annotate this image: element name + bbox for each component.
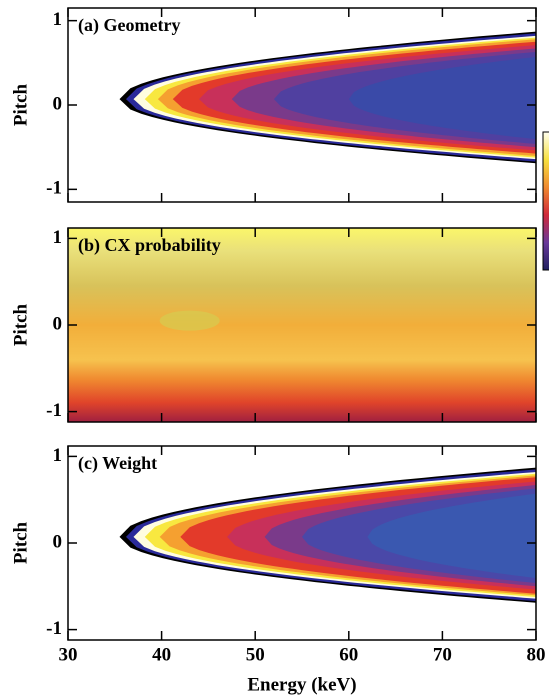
x-axis-label: Energy (keV) bbox=[247, 674, 356, 695]
y-tick-label: 1 bbox=[53, 9, 63, 30]
y-tick-label: -1 bbox=[46, 618, 62, 639]
contour-region bbox=[159, 310, 220, 331]
x-tick-label: 30 bbox=[59, 644, 78, 665]
x-tick-label: 40 bbox=[152, 644, 171, 665]
contour-level bbox=[367, 493, 536, 579]
x-tick-label: 80 bbox=[527, 644, 546, 665]
y-tick-label: -1 bbox=[46, 178, 62, 199]
y-tick-label: 0 bbox=[53, 93, 63, 114]
x-tick-label: 70 bbox=[433, 644, 452, 665]
y-tick-label: 1 bbox=[53, 445, 63, 466]
y-tick-label: 0 bbox=[53, 531, 63, 552]
contour-level bbox=[348, 56, 536, 140]
panel-title: (a) Geometry bbox=[78, 15, 180, 36]
x-tick-label: 50 bbox=[246, 644, 265, 665]
y-tick-label: 1 bbox=[53, 227, 63, 248]
y-axis-label: Pitch bbox=[10, 83, 31, 126]
panel-title: (b) CX probability bbox=[78, 235, 221, 256]
y-axis-label: Pitch bbox=[10, 303, 31, 346]
y-tick-label: 0 bbox=[53, 313, 63, 334]
y-tick-label: -1 bbox=[46, 400, 62, 421]
contour-fill bbox=[119, 31, 536, 164]
colorbar bbox=[542, 131, 549, 271]
contour-fill bbox=[119, 467, 536, 603]
contour-background bbox=[68, 228, 536, 422]
x-tick-label: 60 bbox=[339, 644, 358, 665]
y-axis-label: Pitch bbox=[10, 521, 31, 564]
contour-fill bbox=[68, 228, 536, 422]
panel-title: (c) Weight bbox=[78, 453, 157, 474]
